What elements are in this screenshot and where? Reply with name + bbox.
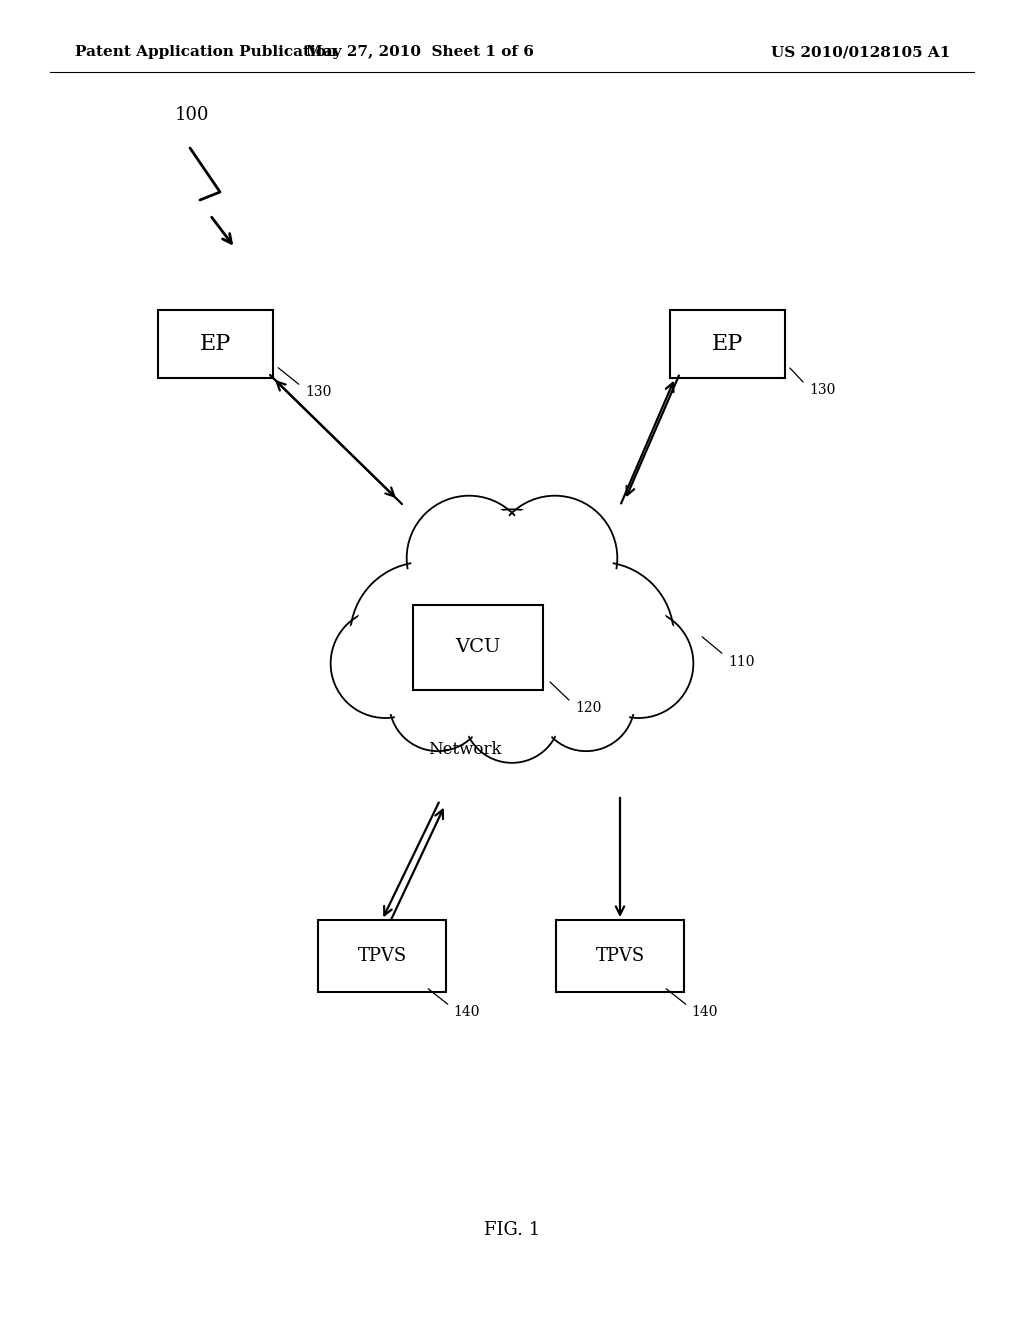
Bar (413, 605, 543, 690)
Circle shape (335, 614, 435, 714)
Text: 130: 130 (809, 383, 836, 397)
Text: 120: 120 (575, 701, 601, 715)
Circle shape (407, 496, 531, 620)
Text: 100: 100 (175, 106, 210, 124)
Circle shape (493, 554, 579, 640)
Text: TPVS: TPVS (357, 946, 407, 965)
Text: 130: 130 (305, 385, 332, 399)
Text: 110: 110 (728, 655, 755, 669)
Circle shape (538, 653, 635, 751)
Text: Network: Network (428, 742, 502, 759)
Circle shape (498, 500, 612, 615)
Circle shape (356, 568, 493, 705)
Circle shape (331, 609, 440, 718)
Circle shape (445, 554, 531, 640)
Circle shape (419, 517, 605, 704)
Circle shape (350, 562, 499, 710)
Text: EP: EP (712, 333, 743, 355)
Text: 140: 140 (453, 1005, 479, 1019)
Circle shape (467, 669, 557, 759)
Bar (158, 310, 273, 378)
Circle shape (412, 500, 526, 615)
Bar (318, 920, 446, 993)
Circle shape (531, 568, 668, 705)
Text: US 2010/0128105 A1: US 2010/0128105 A1 (771, 45, 950, 59)
Circle shape (589, 614, 689, 714)
Circle shape (450, 557, 528, 636)
Circle shape (525, 562, 674, 710)
Circle shape (389, 653, 486, 751)
Text: 140: 140 (691, 1005, 718, 1019)
Text: May 27, 2010  Sheet 1 of 6: May 27, 2010 Sheet 1 of 6 (306, 45, 534, 59)
Circle shape (393, 657, 482, 747)
Circle shape (496, 557, 574, 636)
Bar (670, 310, 785, 378)
Text: VCU: VCU (456, 639, 501, 656)
Circle shape (463, 665, 561, 763)
Circle shape (493, 496, 617, 620)
Text: EP: EP (200, 333, 231, 355)
Text: FIG. 1: FIG. 1 (484, 1221, 540, 1239)
Bar (556, 920, 684, 993)
Text: Patent Application Publication: Patent Application Publication (75, 45, 337, 59)
Circle shape (584, 609, 693, 718)
Text: TPVS: TPVS (595, 946, 645, 965)
Circle shape (542, 657, 631, 747)
Circle shape (411, 510, 613, 713)
